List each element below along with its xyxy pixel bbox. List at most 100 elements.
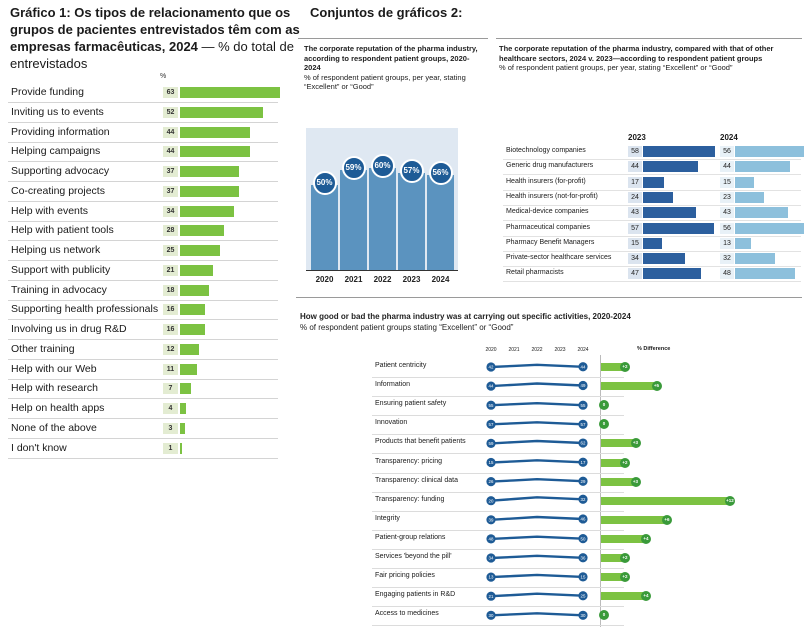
panel-b-value-2024: 56 — [720, 222, 734, 234]
chart1-row: Training in advocacy 18 — [8, 281, 278, 301]
panel-c-diff-label: 0 — [599, 400, 609, 411]
chart1-value-label: 52 — [163, 106, 178, 118]
panel-c-row-label: Transparency: pricing — [375, 457, 443, 465]
panel-b-caption-title: The corporate reputation of the pharma i… — [499, 44, 774, 63]
panel-a-baseline — [306, 270, 458, 271]
panel-c-row-label: Transparency: funding — [375, 495, 445, 503]
panel-c-diff-label: +4 — [641, 591, 651, 602]
panel-b-value-2024: 44 — [720, 161, 734, 173]
panel-b-row: Biotechnology companies 58 56 — [503, 144, 805, 160]
panel-a-column — [369, 168, 396, 270]
chart1-title-bold: Gráfico 1: Os tipos de relacionamento qu… — [10, 5, 300, 54]
panel-c-trend-line — [490, 554, 584, 560]
chart1-bar — [180, 422, 185, 434]
chart1-title-rest: — % do total de entrevistados — [10, 39, 295, 71]
panel-c-year-label: 2020 — [485, 347, 497, 353]
panel-b-row-label: Pharmaceutical companies — [506, 223, 591, 231]
panel-b-top-rule — [496, 38, 802, 39]
panel-b-bar-2024 — [735, 191, 764, 203]
panel-c-year-label: 2023 — [554, 347, 566, 353]
chart1-row: Helping us network 25 — [8, 241, 278, 261]
chart1-row-label: Helping us network — [11, 244, 101, 256]
panel-b-value-2024: 32 — [720, 253, 734, 265]
chart1-row-label: None of the above — [11, 421, 97, 434]
chart1-row-label: Help with patient tools — [11, 224, 114, 237]
panel-b-row: Private-sector healthcare services 34 32 — [503, 251, 801, 268]
panel-b-row-label: Health insurers (not-for-profit) — [506, 192, 598, 200]
panel-b-row: Pharmacy Benefit Managers 15 13 — [503, 236, 801, 252]
panel-c-start-label: 26 — [489, 479, 494, 484]
panel-a-value-badge: 60% — [370, 154, 395, 178]
panel-c-end-label: 25 — [581, 593, 586, 598]
panel-c-end-label: 44 — [581, 364, 586, 369]
panel-b-bar-2024 — [735, 237, 752, 249]
panel-c-row-label: Innovation — [375, 419, 408, 427]
chart1-row-label: Providing information — [11, 125, 110, 138]
panel-a-value-badge: 56% — [428, 160, 453, 185]
panel-c-trend-line — [490, 382, 584, 388]
chart1-row-label: I don't know — [11, 441, 67, 454]
panel-c-row: Ensuring patient safety — [372, 396, 624, 417]
panel-c-end-label: 36 — [581, 555, 586, 560]
panel-b-bar-2023 — [643, 222, 714, 234]
chart1-bar — [180, 225, 225, 237]
panel-c-end-marker — [486, 496, 496, 506]
panel-a-value-badge: 50% — [312, 171, 337, 195]
chart1-row: Co-creating projects 37 — [8, 182, 278, 202]
chart1-value-label: 16 — [163, 324, 178, 335]
chart1-value-label: 3 — [163, 422, 178, 434]
panel-b-col-2023: 2023 — [628, 133, 646, 142]
panel-b-bar-2023 — [643, 207, 697, 219]
chart1-bar — [180, 146, 250, 158]
panel-c-end-marker — [486, 572, 496, 582]
panel-c-diff-label: +3 — [630, 438, 641, 449]
panel-b-row: Health insurers (for-profit) 17 15 — [503, 175, 801, 191]
panel-b-bar-2023 — [643, 253, 686, 265]
panel-c-diff-label: +4 — [641, 533, 651, 544]
panel-b-caption-subtitle: % of respondent patient groups, per year… — [499, 63, 733, 72]
chart1-bar — [180, 185, 239, 197]
panel-c-trend-line — [490, 439, 584, 445]
panel-a-year-label: 2023 — [402, 275, 421, 284]
panel-c-row: Engaging patients in R&D — [372, 587, 624, 608]
panel-c-end-marker — [578, 457, 588, 467]
chart1-bar — [180, 245, 220, 256]
panel-c-diff-bar — [601, 515, 664, 524]
panel-c-end-marker — [578, 362, 588, 372]
panel-c-trend-line — [490, 573, 584, 579]
panel-c-row-label: Transparency: clinical data — [375, 476, 459, 484]
panel-c-end-marker — [578, 438, 588, 448]
panel-a-year-label: 2021 — [344, 275, 363, 284]
panel-b-value-2023: 34 — [628, 253, 642, 265]
chart1-row: Involving us in drug R&D 16 — [8, 320, 278, 340]
chart1-value-label: 34 — [163, 205, 178, 217]
panel-c-end-marker — [578, 534, 588, 544]
chart1-value-label: 7 — [163, 383, 178, 395]
chart1-row-label: Supporting health professionals — [11, 303, 159, 316]
panel-c-end-label: 49 — [581, 383, 586, 388]
panel-b-caption: The corporate reputation of the pharma i… — [499, 44, 799, 73]
chart1-row: Other training 12 — [8, 340, 278, 360]
panel-c-start-label: 55 — [489, 403, 494, 408]
chart1-row: Support with publicity 21 — [8, 261, 278, 281]
chart1-row-label: Helping campaigns — [11, 145, 101, 158]
chart1-row-label: Help with events — [11, 204, 89, 217]
chart1-bar — [180, 264, 214, 276]
panel-b-bar-2023 — [643, 191, 673, 203]
panel-c-diff-label: +2 — [620, 362, 630, 372]
panel-c-year-label: 2021 — [508, 347, 520, 353]
panel-c-diff-bar — [601, 363, 622, 371]
panel-c-year-label: 2022 — [531, 347, 543, 353]
panel-c-end-marker — [486, 591, 496, 601]
chart1-title: Gráfico 1: Os tipos de relacionamento qu… — [10, 4, 300, 72]
chart1-row: Help with research 7 — [8, 379, 278, 400]
panel-b-bar-2024 — [735, 207, 789, 219]
panel-c-row-label: Ensuring patient safety — [375, 400, 447, 408]
chart1-row-label: Help with our Web — [11, 362, 97, 375]
chart1-row: Inviting us to events 52 — [8, 103, 278, 123]
panel-b-bar-2024 — [735, 253, 775, 265]
panel-c-end-marker — [486, 419, 496, 429]
panel-c-end-marker — [486, 477, 496, 487]
panel-b-row-label: Biotechnology companies — [506, 147, 586, 154]
